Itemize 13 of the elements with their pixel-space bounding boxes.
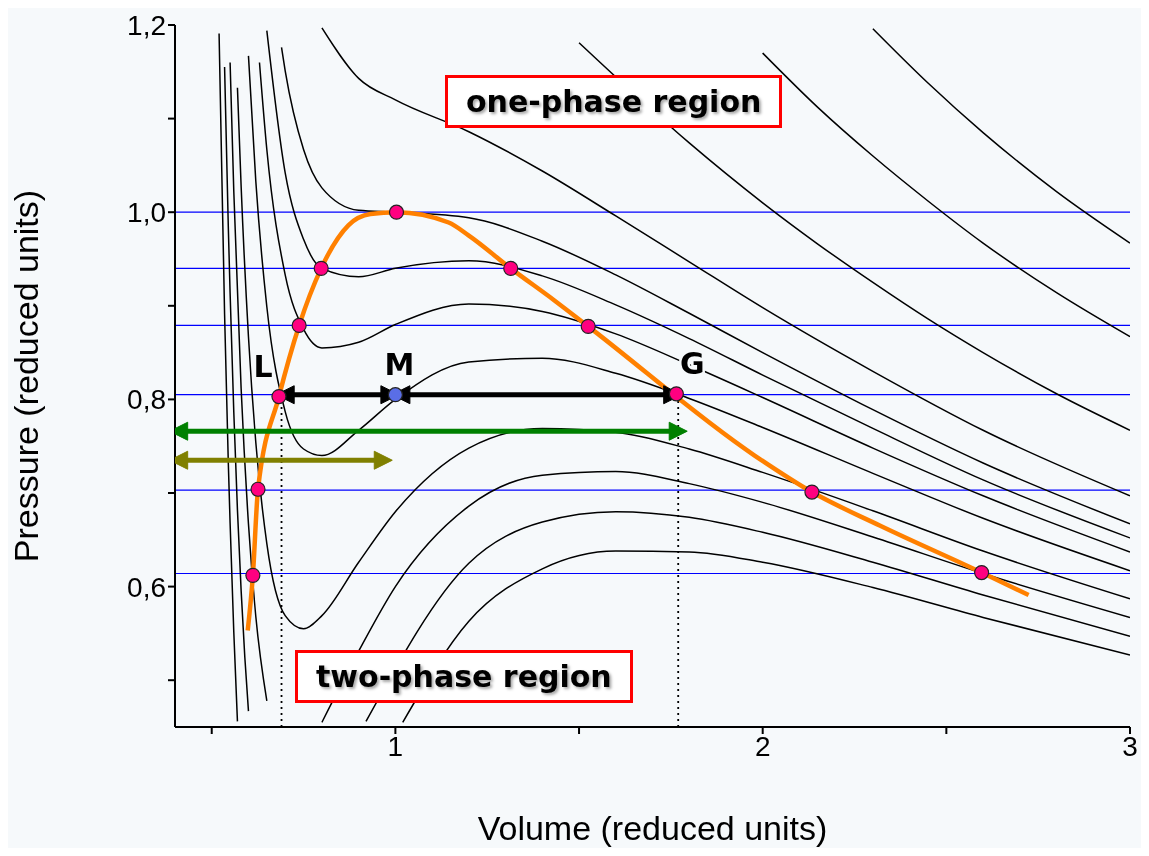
- y-axis-title: Pressure (reduced units): [7, 189, 46, 563]
- annotation: L: [253, 348, 273, 384]
- y-tick-label: 1,2: [127, 9, 166, 41]
- y-tick-label: 0,6: [127, 571, 166, 603]
- x-tick-label: 3: [1122, 730, 1138, 762]
- x-axis-title: Volume (reduced units): [477, 809, 828, 847]
- annotation: one-phase region: [445, 75, 783, 128]
- x-tick-label: 1: [387, 730, 404, 762]
- y-tick-label: 0,8: [127, 384, 166, 416]
- x-tick-label: 2: [754, 730, 771, 762]
- annotation: two-phase region: [295, 650, 633, 703]
- annotation: M: [384, 346, 415, 382]
- y-tick-label: 1,0: [127, 197, 166, 229]
